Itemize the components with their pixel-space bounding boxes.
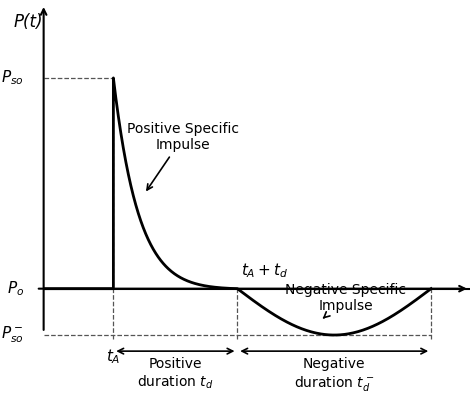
Text: $P_{so}^-$: $P_{so}^-$ [1, 325, 24, 345]
Text: $P_{so}$: $P_{so}$ [1, 69, 24, 87]
Text: $t_A$: $t_A$ [106, 348, 121, 366]
Text: Positive Specific
Impulse: Positive Specific Impulse [127, 122, 239, 190]
Text: P(t): P(t) [13, 13, 43, 31]
Text: Negative Specific
Impulse: Negative Specific Impulse [285, 283, 406, 318]
Text: Negative
duration $t_d^-$: Negative duration $t_d^-$ [294, 358, 374, 393]
Text: Positive
duration $t_d$: Positive duration $t_d$ [137, 358, 214, 391]
Text: $P_o$: $P_o$ [7, 279, 24, 298]
Text: $t_A+t_d$: $t_A+t_d$ [241, 261, 289, 280]
